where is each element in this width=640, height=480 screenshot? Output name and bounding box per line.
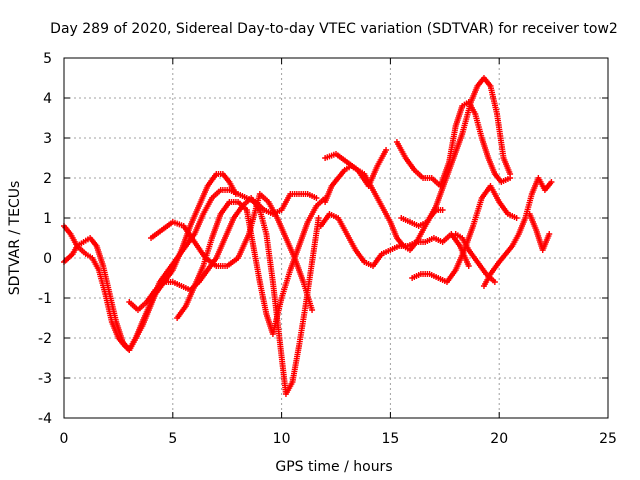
y-tick-label: 1: [43, 211, 52, 227]
data-point: [465, 263, 472, 269]
x-axis-label: GPS time / hours: [275, 459, 392, 475]
data-point: [439, 207, 446, 213]
series-arc-12: [480, 175, 555, 289]
series-arc-10: [398, 75, 514, 229]
x-tick-label: 25: [599, 431, 617, 447]
data-point: [513, 215, 520, 221]
x-tick-label: 5: [168, 431, 177, 447]
y-axis-label: SDTVAR / TECUs: [7, 181, 23, 296]
data-point: [313, 195, 320, 201]
data-point: [309, 307, 316, 313]
data-point: [548, 179, 555, 185]
x-tick-label: 15: [381, 431, 399, 447]
data-point: [491, 279, 498, 285]
y-tick-label: 4: [43, 91, 52, 107]
y-tick-label: -2: [38, 331, 52, 347]
data-point: [383, 147, 390, 153]
y-tick-label: 0: [43, 251, 52, 267]
y-tick-label: -1: [38, 291, 52, 307]
series-arc-7: [317, 211, 472, 269]
data-point: [507, 171, 514, 177]
x-tick-labels: 0 5 10 15 20 25: [60, 431, 617, 447]
series-arc-13: [526, 211, 553, 253]
y-tick-label: -4: [38, 411, 52, 427]
y-tick-label: 5: [43, 51, 52, 67]
series-arc-14: [452, 231, 498, 285]
chart-title: Day 289 of 2020, Sidereal Day-to-day VTE…: [50, 21, 618, 37]
y-tick-label: 3: [43, 131, 52, 147]
x-tick-label: 20: [490, 431, 508, 447]
y-tick-label: -3: [38, 371, 52, 387]
y-tick-labels: -4 -3 -2 -1 0 1 2 3 4 5: [38, 51, 52, 427]
data-point: [546, 231, 553, 237]
plot-frame: [63, 57, 609, 419]
data-series: [61, 75, 555, 397]
data-point: [315, 215, 322, 221]
x-tick-label: 0: [60, 431, 69, 447]
series-arc-8: [322, 147, 390, 189]
series-arc-5: [174, 195, 329, 337]
y-tick-label: 2: [43, 171, 52, 187]
x-tick-label: 10: [273, 431, 291, 447]
